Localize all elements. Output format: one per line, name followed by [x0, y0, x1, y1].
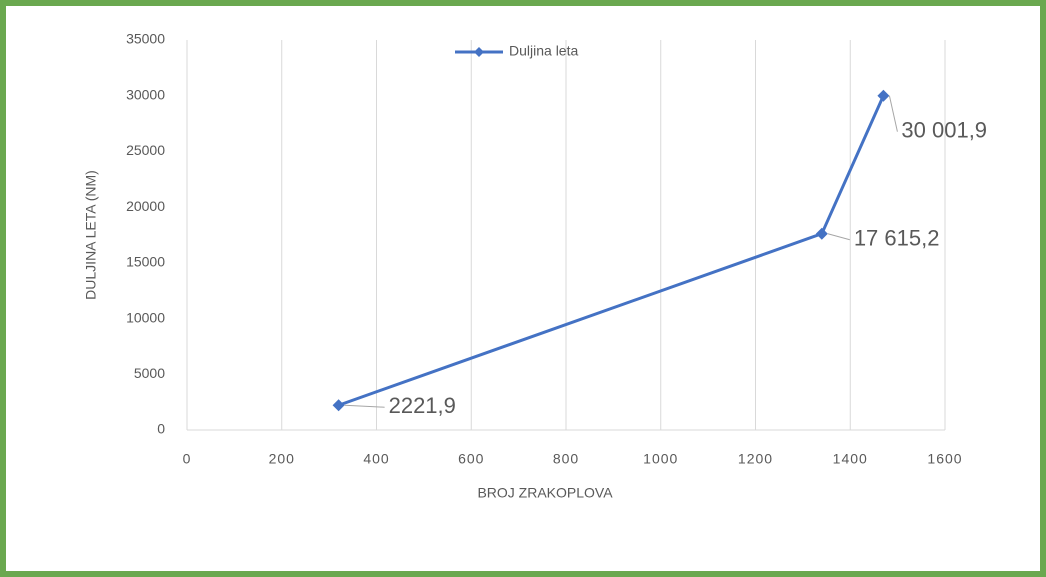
point [877, 89, 890, 102]
y-tick-label: 0 [157, 421, 165, 437]
y-tick-label: 30000 [126, 86, 165, 102]
y-tick-label: 25000 [126, 142, 165, 158]
x-tick-label: 1400 [833, 451, 868, 467]
y-tick-label: 20000 [126, 198, 165, 214]
x-tick-label: 1000 [643, 451, 678, 467]
leader-line [827, 233, 850, 241]
legend-marker [474, 47, 484, 57]
x-tick-label: 800 [553, 451, 579, 467]
data-line [338, 95, 885, 407]
data-label: 30 001,9 [901, 118, 987, 143]
point [815, 227, 828, 240]
y-tick-label: 10000 [126, 309, 165, 325]
y-tick-label: 35000 [126, 31, 165, 47]
y-axis-title: DULJINA LETA (NM) [83, 170, 99, 300]
x-axis-title: BROJ ZRAKOPLOVA [477, 485, 613, 501]
point [332, 399, 345, 412]
x-tick-label: 200 [269, 451, 295, 467]
x-tick-label: 600 [458, 451, 484, 467]
legend-label: Duljina leta [509, 43, 578, 59]
x-tick-label: 400 [363, 451, 389, 467]
leader-line [344, 404, 385, 408]
x-tick-label: 0 [183, 451, 192, 467]
y-tick-label: 5000 [134, 365, 165, 381]
y-tick-label: 15000 [126, 254, 165, 270]
x-tick-label: 1200 [738, 451, 773, 467]
data-label: 17 615,2 [854, 226, 940, 251]
leader-line [888, 95, 898, 132]
x-tick-label: 1600 [927, 451, 962, 467]
data-label: 2221,9 [389, 393, 456, 418]
